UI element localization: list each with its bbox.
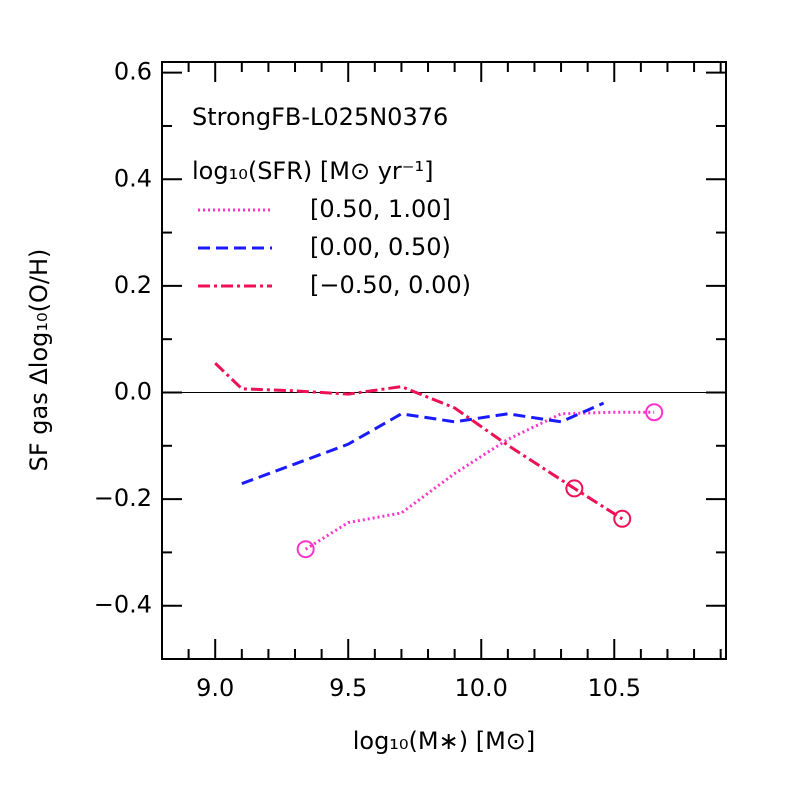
- legend-label: [−0.50, 0.00): [310, 271, 471, 299]
- point-marker: [565, 479, 584, 498]
- y-tick-label: 0.6: [114, 58, 152, 86]
- series-line: [241, 401, 605, 486]
- y-tick-label: 0.4: [114, 164, 152, 192]
- x-tick-label: 10.5: [588, 674, 641, 702]
- x-tick-label: 10.0: [455, 674, 508, 702]
- x-axis-label: log₁₀(M∗) [M⊙]: [353, 727, 536, 755]
- y-tick-label: −0.2: [94, 484, 152, 512]
- x-tick-label: 9.0: [196, 674, 234, 702]
- annotation: StrongFB-L025N0376: [192, 103, 448, 131]
- point-marker: [645, 403, 664, 422]
- y-tick-label: 0.2: [114, 271, 152, 299]
- legend-title: log₁₀(SFR) [M⊙ yr⁻¹]: [192, 157, 433, 185]
- point-marker: [296, 540, 315, 559]
- series-line: [214, 362, 624, 521]
- y-tick-label: −0.4: [94, 591, 152, 619]
- point-marker: [613, 509, 632, 528]
- y-axis-label: SF gas Δlog₁₀(O/H): [25, 249, 53, 472]
- series-line: [304, 410, 655, 551]
- x-tick-label: 9.5: [329, 674, 367, 702]
- plot-frame: [161, 61, 727, 660]
- legend-label: [0.50, 1.00]: [310, 195, 451, 223]
- legend-label: [0.00, 0.50): [310, 233, 451, 261]
- y-tick-label: 0.0: [114, 377, 152, 405]
